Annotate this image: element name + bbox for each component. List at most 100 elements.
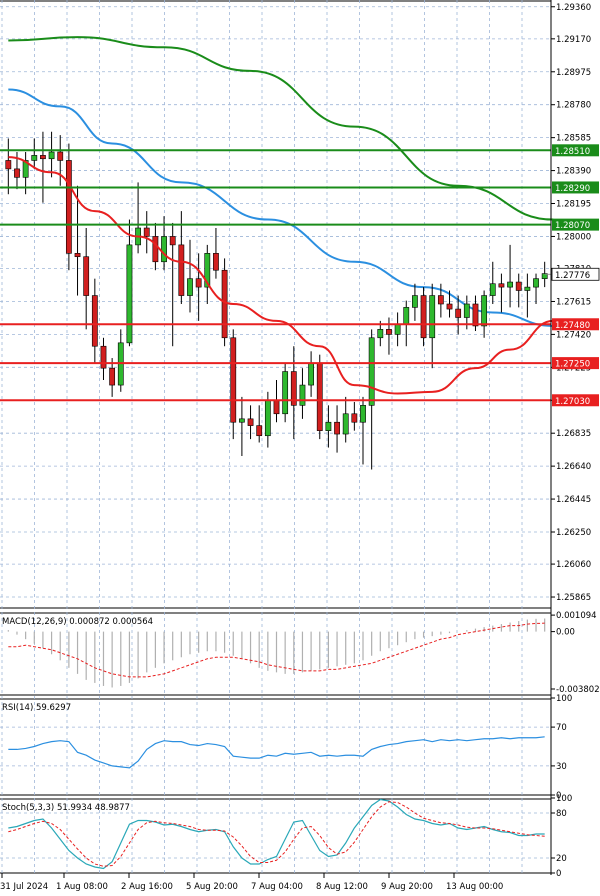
- price-tick-label: 1.28780: [556, 101, 591, 111]
- bearish-candle: [290, 371, 297, 406]
- bearish-candle: [152, 236, 159, 263]
- rsi-label: RSI(14) 59.6297: [2, 703, 71, 713]
- macd-signal-line: [8, 622, 545, 678]
- bearish-candle: [143, 227, 150, 237]
- bearish-candle: [195, 278, 202, 288]
- bearish-candle: [498, 283, 505, 288]
- bearish-candle: [256, 425, 263, 437]
- time-tick-label: 2 Aug 16:00: [121, 882, 173, 892]
- level-label: 1.27030: [555, 397, 590, 407]
- price-tick-label: 1.26835: [556, 429, 591, 439]
- price-tick-label: 1.26060: [556, 560, 591, 570]
- time-tick-label: 9 Aug 20:00: [381, 882, 433, 892]
- bullish-candle: [429, 295, 436, 339]
- bullish-candle: [31, 155, 38, 161]
- bullish-candle: [507, 281, 513, 288]
- price-tick-label: 1.29360: [556, 3, 591, 13]
- bullish-candle: [533, 278, 539, 288]
- level-label: 1.28290: [555, 184, 590, 194]
- bearish-candle: [91, 295, 98, 347]
- level-label: 1.28070: [555, 221, 590, 231]
- rsi-tick-label: 0: [556, 791, 561, 801]
- bullish-candle: [394, 323, 401, 335]
- level-label: 1.27480: [555, 321, 590, 331]
- stoch-k-line: [8, 798, 545, 870]
- price-tick-label: 1.29170: [556, 35, 591, 45]
- bearish-candle: [169, 236, 176, 246]
- bearish-candle: [74, 253, 81, 258]
- bearish-candle: [316, 362, 323, 431]
- bearish-candle: [230, 337, 237, 423]
- bullish-candle: [264, 399, 271, 437]
- time-tick-label: 13 Aug 00:00: [446, 882, 503, 892]
- level-label-box: [552, 318, 599, 331]
- bearish-candle: [472, 303, 479, 327]
- stoch-tick-label: 100: [556, 794, 572, 804]
- bearish-candle: [178, 244, 185, 296]
- bullish-candle: [161, 236, 167, 263]
- price-axis: 1.29360 1.29170 1.28975 1.28780 1.28585 1.283…: [550, 0, 600, 879]
- rsi-tick-label: 100: [556, 694, 572, 704]
- level-label-box: [552, 357, 599, 370]
- bearish-candle: [247, 418, 254, 426]
- fast-moving-average-line: [8, 156, 554, 395]
- bullish-candle: [403, 307, 410, 325]
- bearish-candle: [273, 399, 280, 415]
- stoch-panel: Stoch(5,3,3) 51.9934 48.9877: [2, 798, 545, 870]
- price-tick-label: 1.28000: [556, 232, 591, 242]
- bullish-candle: [308, 362, 314, 386]
- current-price-box: [551, 267, 600, 281]
- level-label-box: [552, 181, 599, 194]
- bullish-candle: [48, 151, 55, 160]
- bearish-candle: [221, 269, 228, 339]
- bearish-candle: [437, 295, 444, 305]
- stoch-d-line: [8, 801, 545, 867]
- bearish-candle: [100, 345, 107, 369]
- current-price-label: 1.27776: [555, 271, 590, 281]
- bullish-candle: [325, 421, 332, 431]
- level-label: 1.28510: [555, 147, 590, 157]
- time-axis: 31 Jul 2024 1 Aug 08:00 2 Aug 16:00 5 Aug 2…: [0, 873, 503, 892]
- bullish-candle: [412, 295, 418, 308]
- bullish-candle: [524, 286, 531, 291]
- bullish-candle: [481, 295, 488, 327]
- bearish-candle: [446, 303, 453, 310]
- time-tick-label: 5 Aug 20:00: [186, 882, 238, 892]
- price-panel: [0, 36, 554, 470]
- price-tick-label: 1.27420: [556, 330, 591, 340]
- time-tick-label: 8 Aug 12:00: [316, 882, 368, 892]
- price-tick-label: 1.28390: [556, 167, 591, 177]
- macd-tick-label: 0.00: [556, 628, 575, 638]
- bearish-candle: [455, 308, 462, 318]
- bullish-candle: [126, 244, 133, 344]
- level-label: 1.27250: [555, 360, 590, 370]
- bearish-candle: [83, 256, 90, 296]
- bearish-candle: [351, 413, 358, 423]
- price-tick-label: 1.26640: [556, 462, 591, 472]
- bearish-candle: [65, 160, 72, 254]
- bearish-candle: [109, 367, 116, 386]
- slow-moving-average-line: [8, 36, 554, 221]
- bullish-candle: [239, 418, 245, 423]
- bullish-candle: [489, 283, 496, 296]
- bearish-candle: [334, 421, 340, 435]
- bullish-candle: [204, 253, 211, 288]
- rsi-panel: RSI(14) 59.6297: [2, 703, 545, 769]
- bearish-candle: [14, 168, 20, 178]
- bullish-candle: [342, 413, 349, 435]
- time-tick-label: 7 Aug 04:00: [251, 882, 303, 892]
- bearish-candle: [420, 295, 427, 339]
- macd-tick-label: 0.001094: [556, 611, 597, 621]
- bearish-candle: [515, 281, 522, 291]
- price-tick-label: 1.26445: [556, 495, 591, 505]
- bullish-candle: [22, 160, 29, 178]
- rsi-line: [8, 736, 545, 769]
- macd-tick-label: -0.003802: [556, 685, 600, 695]
- level-label-box: [552, 218, 599, 231]
- bullish-candle: [187, 278, 193, 296]
- stoch-tick-label: 80: [556, 809, 567, 819]
- time-tick-label: 1 Aug 08:00: [56, 882, 108, 892]
- bullish-candle: [360, 405, 366, 423]
- price-tick-label: 1.28585: [556, 134, 591, 144]
- bearish-candle: [386, 329, 392, 335]
